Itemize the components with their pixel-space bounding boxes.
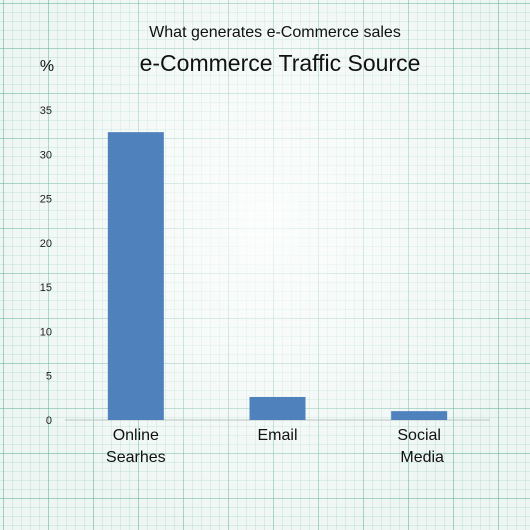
- y-tick-label: 5: [46, 371, 52, 383]
- y-tick-label: 30: [40, 149, 52, 161]
- y-tick-label: 25: [40, 194, 52, 206]
- x-category-label: Online: [113, 427, 159, 444]
- y-tick-label: 20: [40, 238, 52, 250]
- y-tick-label: 15: [40, 282, 52, 294]
- y-axis-label: %: [40, 58, 54, 75]
- y-axis-ticks: 0 5 10 15 20 25 30 35: [40, 105, 52, 427]
- x-category-label: Searhes: [106, 449, 166, 466]
- bar-email: [249, 396, 306, 420]
- x-category-label: Email: [257, 427, 297, 444]
- bar-social-media: [391, 411, 448, 420]
- x-axis-categories: Online Searhes Email Social Media: [106, 427, 444, 466]
- bars: [107, 132, 448, 420]
- bar-online-searhes: [107, 132, 164, 420]
- chart-title: e-Commerce Traffic Source: [140, 50, 421, 76]
- x-category-label: Media: [400, 449, 444, 466]
- y-tick-label: 10: [40, 326, 52, 338]
- y-tick-label: 0: [46, 415, 52, 427]
- chart-subtitle: What generates e-Commerce sales: [149, 24, 401, 41]
- x-category-label: Social: [397, 427, 441, 444]
- y-tick-label: 35: [40, 105, 52, 117]
